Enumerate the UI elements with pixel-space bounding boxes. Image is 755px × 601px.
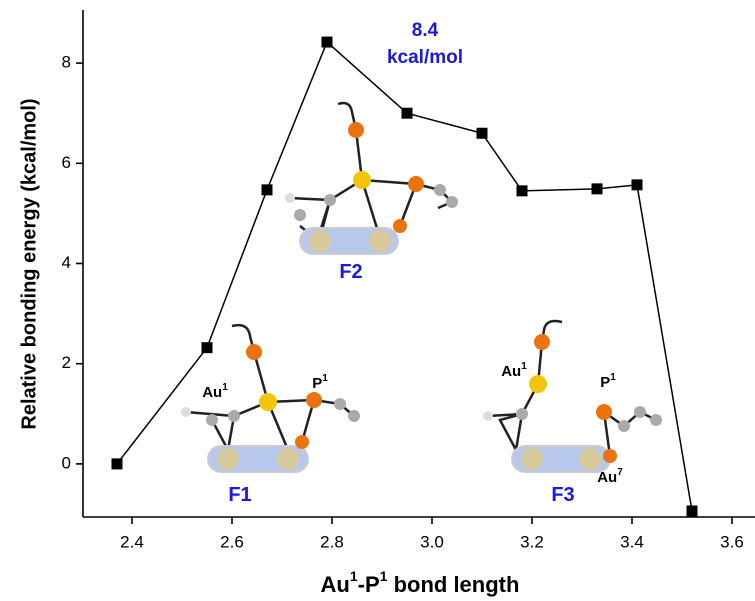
x-label-part: 1: [380, 568, 388, 584]
x-label-part: bond length: [387, 572, 519, 597]
annotation-sup: 1: [610, 372, 616, 383]
annotation-text: Au: [597, 469, 617, 486]
chart: Relative bonding energy (kcal/mol) 0 2 4 6 8…: [0, 0, 755, 601]
data-point: [477, 128, 488, 139]
annotation: F1: [228, 484, 251, 506]
x-tick-label: 2.4: [120, 532, 144, 551]
data-point: [262, 184, 273, 195]
annotation-text: 8.4: [412, 20, 439, 41]
annotation: F2: [339, 261, 362, 283]
x-axis-label: Au1-P1 bond length: [321, 568, 520, 597]
annotation-sup: 1: [521, 361, 527, 372]
y-tick-label: 2: [62, 353, 71, 372]
annotation-text: P: [600, 374, 610, 391]
data-point: [687, 505, 698, 516]
y-tick-label: 8: [62, 53, 71, 72]
annotation-text: F3: [551, 484, 574, 506]
y-tick-label: 4: [62, 253, 71, 272]
x-label-part: 1: [350, 568, 358, 584]
x-tick-label: 3.6: [720, 532, 744, 551]
annotation: Au7: [597, 467, 623, 486]
y-tick-label: 6: [62, 153, 71, 172]
molecule-f3: [483, 321, 662, 472]
annotation-text: kcal/mol: [387, 47, 463, 68]
y-tick-label: 0: [62, 453, 71, 472]
annotation-text: F2: [339, 261, 362, 283]
annotation-text: Au: [202, 384, 222, 401]
annotation: F3: [551, 484, 574, 506]
data-point: [517, 185, 528, 196]
annotation-sup: 1: [222, 382, 228, 393]
data-point: [402, 108, 413, 119]
annotation: P1: [312, 373, 328, 392]
annotation-text: F1: [228, 484, 251, 506]
y-axis-label: Relative bonding energy (kcal/mol): [18, 98, 40, 429]
x-tick-label: 3.0: [420, 532, 444, 551]
x-tick-label: 2.6: [220, 532, 244, 551]
annotation-text: Au: [501, 363, 521, 380]
x-tick-label: 2.8: [320, 532, 344, 551]
x-label-part: Au: [321, 572, 350, 597]
annotation: kcal/mol: [387, 47, 463, 68]
annotation: 8.4: [412, 20, 439, 41]
annotation-sup: 7: [617, 467, 623, 478]
data-point: [322, 37, 333, 48]
annotation-text: P: [312, 375, 322, 392]
data-point: [112, 458, 123, 469]
data-point: [632, 179, 643, 190]
annotation: Au1: [202, 382, 228, 401]
data-point: [592, 183, 603, 194]
annotation: Au1: [501, 361, 527, 380]
x-label-part: -P: [358, 572, 380, 597]
molecule-f2: [285, 103, 458, 254]
annotation-sup: 1: [322, 373, 328, 384]
x-tick-label: 3.2: [520, 532, 544, 551]
annotation: P1: [600, 372, 616, 391]
data-point: [202, 342, 213, 353]
x-tick-label: 3.4: [620, 532, 644, 551]
